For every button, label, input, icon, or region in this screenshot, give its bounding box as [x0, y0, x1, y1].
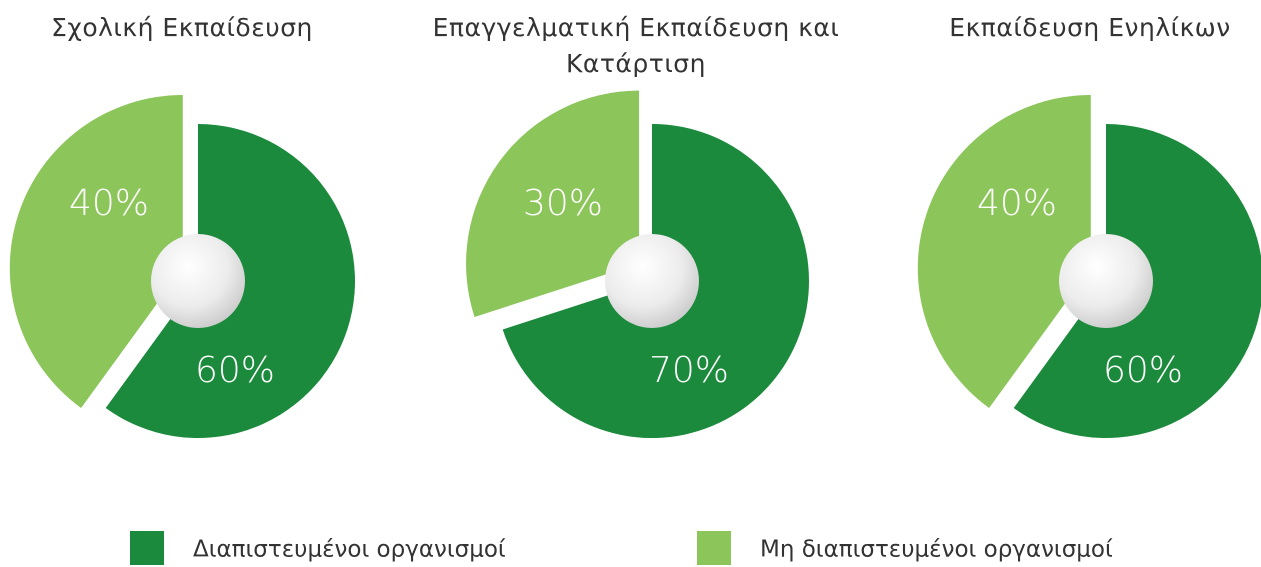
chart-title: Σχολική Εκπαίδευση: [51, 13, 313, 42]
pie-hub: [1059, 234, 1153, 328]
chart-title: Επαγγελματική Εκπαίδευση και Κατάρτιση: [432, 13, 840, 78]
pie-slice: [917, 95, 1091, 409]
value-label: 60%: [195, 350, 275, 391]
legend-swatch: [697, 531, 731, 565]
pie-slice: [466, 90, 640, 318]
value-label: 40%: [977, 183, 1057, 224]
legend-label: Διαπιστευμένοι οργανισμοί: [193, 537, 506, 563]
pie-slice: [9, 95, 183, 409]
value-label: 70%: [649, 350, 729, 391]
chart-title: Εκπαίδευση Ενηλίκων: [949, 13, 1231, 42]
legend-swatch: [130, 531, 164, 565]
pie-hub: [605, 234, 699, 328]
pie-hub: [151, 234, 245, 328]
value-label: 30%: [523, 183, 603, 224]
legend-label: Μη διαπιστευμένοι οργανισμοί: [760, 537, 1113, 563]
value-label: 40%: [69, 183, 149, 224]
value-label: 60%: [1103, 350, 1183, 391]
